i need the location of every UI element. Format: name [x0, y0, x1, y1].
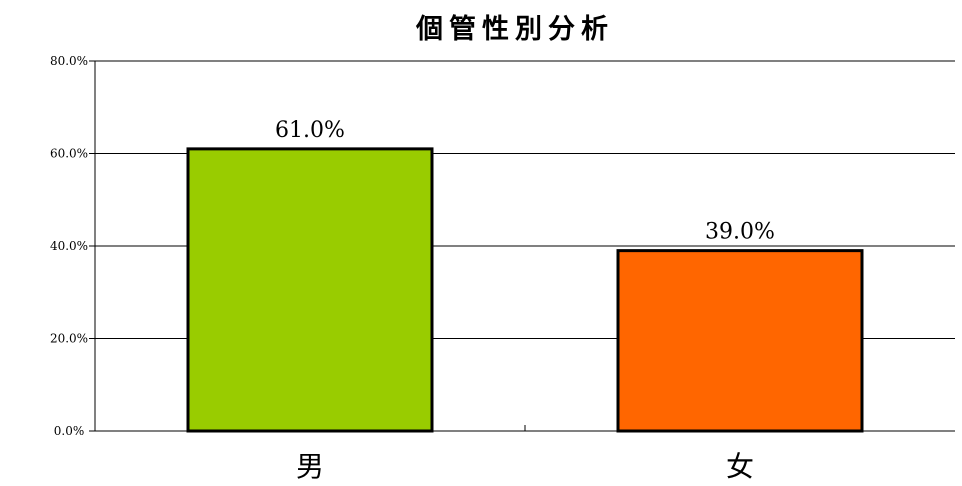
y-tick-label: 20.0%	[50, 332, 88, 346]
chart-title: 個管性別分析	[415, 14, 614, 45]
data-labels: 61.0% 39.0%	[275, 118, 775, 245]
x-category-label: 女	[726, 450, 754, 483]
y-tick-label: 40.0%	[50, 239, 88, 253]
x-axis-categories: 男女	[296, 450, 754, 483]
bars	[186, 147, 864, 433]
y-tick-label: 0.0%	[54, 424, 85, 438]
y-axis-ticks: 0.0% 20.0% 40.0% 60.0% 80.0%	[50, 54, 95, 438]
data-label: 39.0%	[705, 220, 775, 245]
bar-2	[616, 249, 864, 433]
data-label: 61.0%	[275, 118, 345, 143]
y-tick-label: 80.0%	[50, 54, 88, 68]
y-tick-label: 60.0%	[50, 147, 88, 161]
x-category-label: 男	[296, 450, 324, 483]
axes	[94, 61, 955, 432]
bar-1	[186, 147, 434, 433]
